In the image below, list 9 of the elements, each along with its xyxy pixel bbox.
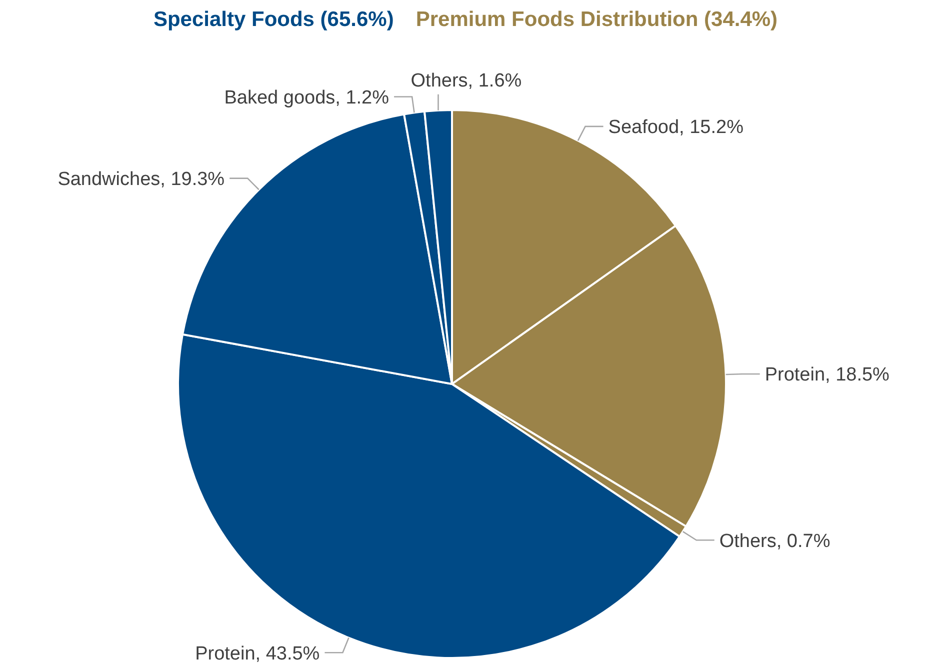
slice-label: Others, 1.6%	[410, 70, 522, 92]
slice-label: Others, 0.7%	[719, 530, 830, 552]
slice-label: Baked goods, 1.2%	[224, 87, 390, 108]
text: Premium Foods Distribution (34.4%)	[416, 8, 778, 31]
slice-label: Seafood, 15.2%	[608, 117, 744, 138]
slice-label: Sandwiches, 19.3%	[58, 168, 225, 190]
slice-label: Protein, 43.5%	[195, 643, 320, 663]
text: Specialty Foods (65.6%)	[153, 8, 394, 31]
slice-label: Protein, 18.5%	[764, 364, 890, 386]
